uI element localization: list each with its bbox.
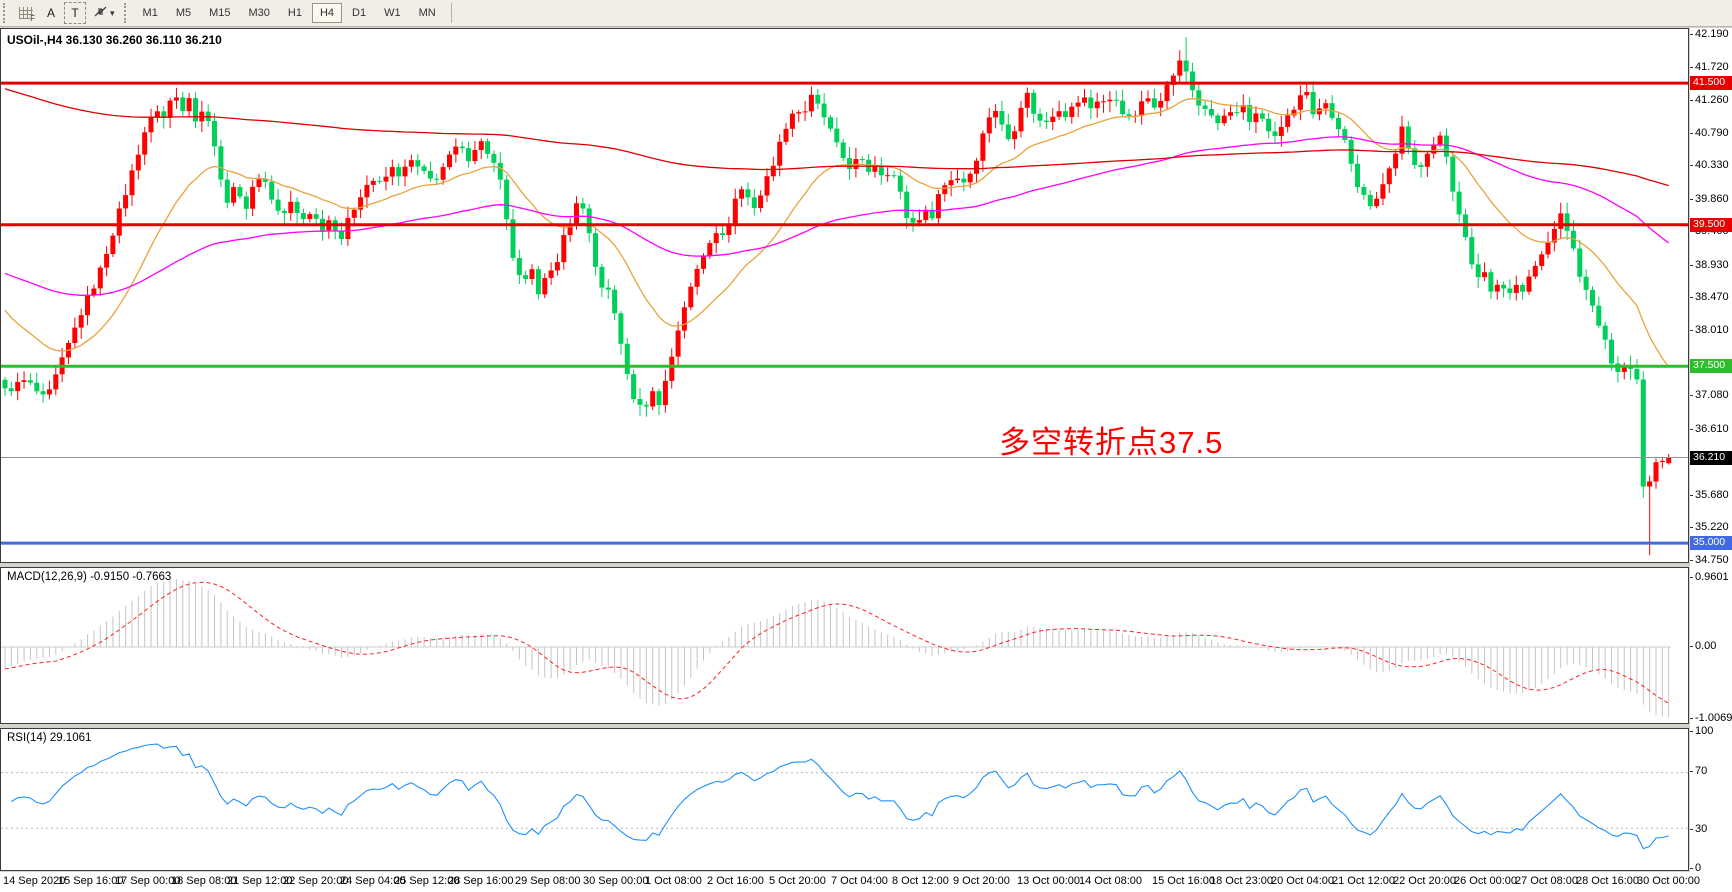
fast-ma xyxy=(4,98,1670,368)
macd-plot[interactable] xyxy=(1,568,1688,723)
toolbar-drag-handle[interactable] xyxy=(3,3,10,23)
price-tick: 35.680 xyxy=(1690,488,1729,501)
time-label: 21 Sep 12:00 xyxy=(227,875,293,887)
time-label: 14 Sep 2020 xyxy=(3,875,66,887)
mid-ma xyxy=(4,136,1670,296)
time-label: 14 Oct 08:00 xyxy=(1079,875,1142,887)
time-label: 29 Sep 08:00 xyxy=(515,875,581,887)
candles xyxy=(2,37,1672,556)
time-label: 21 Oct 12:00 xyxy=(1332,875,1395,887)
price-tick: 41.720 xyxy=(1690,61,1729,74)
price-tick: 34.750 xyxy=(1690,554,1729,567)
main-chart-plot[interactable] xyxy=(1,29,1688,562)
time-label: 18 Oct 23:00 xyxy=(1210,875,1273,887)
toolbar-drag-handle[interactable] xyxy=(123,3,131,23)
rsi-tick: 0 xyxy=(1689,862,1702,874)
time-label: 18 Sep 08:00 xyxy=(171,875,237,887)
time-label: 30 Sep 00:00 xyxy=(583,875,649,887)
price-tick: 37.080 xyxy=(1690,389,1729,402)
indicator-grid-button[interactable]: F xyxy=(14,2,38,24)
price-tick: 42.190 xyxy=(1690,27,1729,40)
rsi-line xyxy=(11,743,1669,850)
time-label: 26 Oct 00:00 xyxy=(1454,875,1517,887)
chart-text-annotation[interactable]: 多空转折点37.5 xyxy=(999,425,1224,460)
time-label: 28 Sep 16:00 xyxy=(448,875,514,887)
price-tick: 40.790 xyxy=(1690,126,1729,139)
grid-f-icon: F xyxy=(19,7,35,23)
time-label: 2 Oct 16:00 xyxy=(707,875,764,887)
tab-m15[interactable]: M15 xyxy=(201,3,238,23)
time-label: 22 Sep 20:00 xyxy=(283,875,349,887)
rsi-tick: 100 xyxy=(1689,725,1714,737)
price-tick: 35.220 xyxy=(1690,521,1729,534)
time-label: 20 Oct 04:00 xyxy=(1271,875,1334,887)
tab-m5[interactable]: M5 xyxy=(168,3,199,23)
rsi-tick: 30 xyxy=(1689,823,1708,835)
price-badge: 35.000 xyxy=(1690,536,1732,551)
price-axis[interactable]: 42.19041.72041.26040.79040.33039.86039.4… xyxy=(1689,27,1732,874)
price-tick: 36.610 xyxy=(1690,422,1729,435)
time-label: 24 Sep 04:00 xyxy=(340,875,406,887)
price-tick: 41.260 xyxy=(1690,93,1729,106)
double-arrow-icon xyxy=(93,5,108,21)
time-label: 9 Oct 20:00 xyxy=(953,875,1010,887)
macd-signal-line xyxy=(4,581,1669,704)
time-label: 13 Oct 00:00 xyxy=(1017,875,1080,887)
tab-mn[interactable]: MN xyxy=(411,3,444,23)
price-tick: 38.010 xyxy=(1690,323,1729,336)
time-label: 15 Sep 16:00 xyxy=(58,875,124,887)
time-label: 28 Oct 16:00 xyxy=(1576,875,1639,887)
toolbar-separator xyxy=(450,3,452,23)
time-label: 15 Oct 16:00 xyxy=(1152,875,1215,887)
chevron-down-icon: ▾ xyxy=(110,7,115,18)
tab-w1[interactable]: W1 xyxy=(376,3,409,23)
rsi-plot[interactable] xyxy=(1,729,1688,870)
price-tick: 40.330 xyxy=(1690,159,1729,172)
time-label: 25 Sep 12:00 xyxy=(394,875,460,887)
rsi-panel[interactable]: RSI(14) 29.1061 xyxy=(0,728,1689,871)
tab-d1[interactable]: D1 xyxy=(344,3,374,23)
text-tool-button[interactable]: T xyxy=(64,2,86,24)
price-tick: 39.860 xyxy=(1690,192,1729,205)
main-chart-panel[interactable]: USOil-,H4 36.130 36.260 36.110 36.210 多空… xyxy=(0,28,1689,563)
rsi-tick: 70 xyxy=(1689,765,1708,777)
price-badge: 41.500 xyxy=(1690,76,1732,91)
time-label: 30 Oct 00:00 xyxy=(1637,875,1700,887)
price-badge: 36.210 xyxy=(1690,450,1732,465)
chart-symbol-title: USOil-,H4 36.130 36.260 36.110 36.210 xyxy=(7,33,222,47)
toolbar: F A T ▾ M1 M5 M15 M30 H1 H4 D1 W1 MN xyxy=(0,0,1732,27)
time-label: 8 Oct 12:00 xyxy=(892,875,949,887)
time-label: 17 Sep 00:00 xyxy=(115,875,181,887)
price-tick: 38.930 xyxy=(1690,258,1729,271)
font-tool-button[interactable]: A xyxy=(40,2,62,24)
tab-h1[interactable]: H1 xyxy=(280,3,310,23)
macd-tick: -1.0069 xyxy=(1689,712,1732,724)
tab-m1[interactable]: M1 xyxy=(135,3,166,23)
time-label: 7 Oct 04:00 xyxy=(831,875,888,887)
macd-histogram xyxy=(4,579,1670,717)
time-label: 5 Oct 20:00 xyxy=(769,875,826,887)
rsi-label: RSI(14) 29.1061 xyxy=(7,732,92,744)
slow-ma xyxy=(4,88,1669,187)
macd-label: MACD(12,26,9) -0.9150 -0.7663 xyxy=(7,571,172,583)
cursor-tool-button[interactable]: ▾ xyxy=(88,2,120,24)
time-label: 22 Oct 20:00 xyxy=(1393,875,1456,887)
time-label: 27 Oct 08:00 xyxy=(1515,875,1578,887)
tab-m30[interactable]: M30 xyxy=(241,3,278,23)
price-badge: 37.500 xyxy=(1690,359,1732,374)
price-badge: 39.500 xyxy=(1690,217,1732,232)
macd-tick: 0.00 xyxy=(1689,640,1717,652)
tab-h4[interactable]: H4 xyxy=(311,3,343,23)
macd-panel[interactable]: MACD(12,26,9) -0.9150 -0.7663 xyxy=(0,567,1689,724)
time-label: 1 Oct 08:00 xyxy=(645,875,702,887)
price-tick: 38.470 xyxy=(1690,291,1729,304)
time-axis[interactable]: 14 Sep 2020 15 Sep 16:00 17 Sep 00:00 18 Se… xyxy=(0,872,1732,892)
macd-tick: 0.9601 xyxy=(1690,571,1729,583)
